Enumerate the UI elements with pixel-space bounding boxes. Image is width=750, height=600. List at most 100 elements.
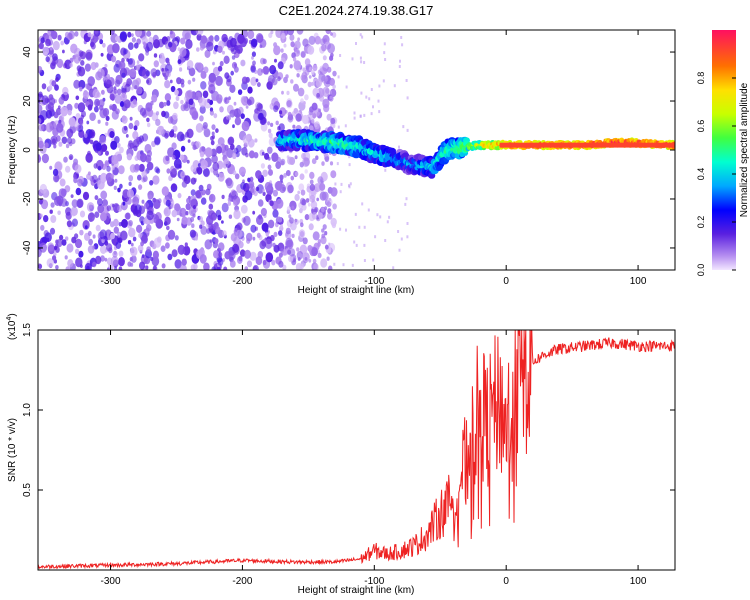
noise-speck — [344, 124, 347, 128]
noise-speck — [405, 79, 408, 82]
noise-blob — [229, 84, 236, 94]
noise-speck — [328, 198, 331, 202]
noise-speck — [355, 42, 357, 45]
noise-blob — [318, 108, 321, 113]
noise-speck — [334, 182, 337, 186]
noise-blob — [310, 200, 318, 210]
noise-blob — [127, 240, 132, 245]
noise-blob — [188, 67, 196, 77]
noise-blob — [156, 125, 164, 136]
noise-blob — [141, 199, 145, 204]
noise-blob — [54, 245, 58, 250]
x-tick-label: 100 — [630, 276, 647, 287]
noise-blob — [40, 110, 48, 121]
noise-blob — [247, 138, 255, 148]
noise-blob — [117, 165, 125, 175]
noise-blob — [98, 99, 105, 108]
noise-blob — [275, 198, 284, 209]
noise-blob — [234, 66, 239, 73]
noise-blob — [111, 154, 119, 165]
noise-blob — [249, 176, 254, 182]
noise-blob — [165, 199, 171, 207]
noise-blob — [86, 202, 95, 212]
noise-blob — [262, 58, 267, 65]
noise-blob — [324, 244, 329, 250]
noise-blob — [222, 230, 227, 237]
noise-blob — [261, 151, 265, 156]
noise-blob — [243, 215, 251, 226]
noise-blob — [322, 98, 330, 109]
noise-blob — [246, 260, 253, 268]
noise-blob — [179, 264, 187, 270]
noise-blob — [164, 75, 168, 81]
noise-blob — [95, 255, 102, 265]
noise-blob — [196, 62, 203, 71]
noise-blob — [196, 33, 202, 41]
noise-blob — [80, 60, 85, 66]
noise-blob — [294, 171, 299, 177]
noise-blob — [290, 175, 295, 181]
noise-speck — [340, 182, 343, 186]
noise-blob — [269, 200, 274, 207]
noise-blob — [257, 199, 264, 207]
spectrogram-y-label: Frequency (Hz) — [7, 116, 18, 185]
snr-panel: -300 -200 -100 0 100 0.5 1.0 1.5 Height of str… — [6, 313, 676, 596]
noise-blob — [171, 168, 177, 175]
noise-blob — [153, 53, 158, 58]
noise-blob — [54, 161, 62, 172]
noise-blob — [293, 83, 299, 92]
noise-blob — [57, 34, 62, 41]
noise-blob — [147, 194, 153, 201]
noise-blob — [128, 175, 134, 182]
noise-blob — [285, 170, 291, 177]
noise-blob — [250, 38, 258, 48]
spectrogram-plot-area — [38, 30, 675, 270]
noise-speck — [336, 162, 339, 166]
noise-blob — [226, 147, 234, 159]
noise-blob — [216, 266, 221, 270]
noise-blob — [230, 70, 234, 76]
noise-blob — [314, 35, 321, 45]
noise-blob — [280, 48, 284, 53]
noise-speck — [360, 60, 363, 64]
noise-blob — [211, 131, 215, 136]
noise-blob — [118, 257, 125, 267]
noise-blob — [302, 157, 310, 168]
noise-blob — [74, 31, 79, 37]
noise-blob — [330, 187, 338, 197]
noise-blob — [73, 54, 81, 64]
noise-blob — [267, 121, 271, 126]
noise-blob — [223, 266, 228, 270]
noise-blob — [237, 33, 245, 44]
noise-blob — [321, 161, 325, 166]
noise-blob — [97, 165, 102, 171]
noise-blob — [146, 161, 154, 171]
noise-blob — [113, 63, 121, 73]
noise-blob — [161, 263, 166, 269]
noise-blob — [330, 32, 333, 36]
noise-blob — [309, 183, 316, 192]
noise-blob — [255, 256, 263, 266]
noise-blob — [100, 255, 105, 262]
noise-blob — [159, 101, 165, 109]
noise-speck — [383, 42, 386, 46]
noise-blob — [169, 130, 175, 138]
noise-blob — [130, 242, 134, 247]
noise-blob — [113, 185, 117, 190]
noise-blob — [112, 250, 118, 258]
noise-blob — [296, 250, 304, 260]
noise-blob — [233, 200, 237, 206]
noise-blob — [49, 46, 53, 51]
noise-blob — [280, 248, 285, 253]
noise-blob — [307, 81, 312, 88]
noise-blob — [304, 257, 308, 261]
noise-blob — [200, 197, 207, 205]
noise-blob — [214, 238, 219, 244]
noise-blob — [262, 169, 268, 177]
noise-blob — [59, 178, 66, 187]
noise-blob — [226, 99, 230, 104]
noise-blob — [299, 231, 305, 237]
noise-blob — [61, 239, 67, 246]
noise-blob — [171, 209, 178, 218]
noise-speck — [351, 57, 354, 61]
